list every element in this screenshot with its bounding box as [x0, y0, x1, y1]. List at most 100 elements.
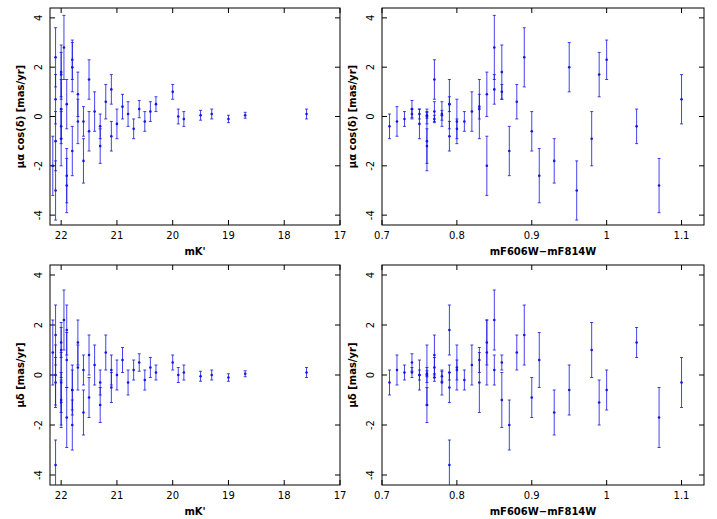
error-bar	[132, 119, 135, 139]
error-bar-cap	[553, 435, 556, 436]
y-tick	[50, 67, 55, 68]
error-bar	[508, 400, 511, 450]
error-bar-cap	[598, 380, 601, 381]
error-bar-cap	[60, 44, 63, 45]
error-bar	[62, 290, 65, 350]
error-bar-cap	[305, 109, 308, 110]
point	[530, 396, 533, 399]
error-bar-cap	[71, 370, 74, 371]
point	[478, 381, 481, 384]
x-tick-label: 22	[55, 230, 68, 241]
y-axis-label: μδ [mas/yr]	[15, 342, 26, 407]
x-tick	[228, 480, 229, 485]
error-bar	[575, 161, 578, 220]
error-bar-line	[100, 370, 101, 395]
x-tick-label: 0.7	[374, 490, 390, 501]
y-tick	[335, 275, 340, 276]
error-bar-line	[211, 370, 212, 380]
y-axis-label: μα cos(δ) [mas/yr]	[15, 65, 26, 168]
error-bar	[60, 45, 63, 99]
error-bar-cap	[88, 375, 91, 376]
error-bar-cap	[388, 395, 391, 396]
error-bar	[305, 368, 308, 378]
point	[426, 374, 429, 377]
y-tick	[382, 425, 387, 426]
x-tick	[284, 480, 285, 485]
error-bar-cap	[104, 370, 107, 371]
error-bar-line	[128, 102, 129, 127]
error-bar-cap	[65, 128, 68, 129]
error-bar-cap	[635, 109, 638, 110]
error-bar-cap	[470, 131, 473, 132]
error-bar-line	[599, 380, 600, 425]
y-tick-label: 2	[365, 64, 376, 70]
point	[77, 120, 80, 123]
error-bar-line	[486, 136, 487, 195]
error-bar-line	[61, 109, 62, 144]
error-bar-cap	[485, 385, 488, 386]
point	[486, 93, 489, 96]
point	[99, 404, 102, 407]
error-bar-cap	[523, 27, 526, 28]
error-bar-cap	[395, 106, 398, 107]
error-bar-cap	[104, 335, 107, 336]
y-tick	[50, 165, 55, 166]
error-bar-cap	[88, 99, 91, 100]
y-tick	[699, 17, 704, 18]
error-bar-line	[200, 371, 201, 381]
error-bar-cap	[508, 400, 511, 401]
point	[116, 123, 119, 126]
error-bar-cap	[553, 390, 556, 391]
error-bar-line	[83, 390, 84, 435]
error-bar-cap	[177, 109, 180, 110]
error-bar	[433, 102, 436, 122]
error-bar-cap	[598, 425, 601, 426]
error-bar-cap	[485, 195, 488, 196]
point	[227, 118, 230, 121]
error-bar-cap	[493, 350, 496, 351]
error-bar-line	[150, 358, 151, 378]
point	[501, 399, 504, 402]
error-bar-line	[83, 139, 84, 183]
error-bar-line	[404, 365, 405, 380]
error-bar	[54, 75, 57, 124]
panel: 222120191817-4-2024mK'μδ [mas/yr]	[15, 265, 346, 517]
error-bar-cap	[538, 148, 541, 149]
error-bar-cap	[605, 370, 608, 371]
error-bar-line	[464, 112, 465, 132]
point	[54, 381, 57, 384]
point	[54, 464, 57, 467]
error-bar-line	[61, 45, 62, 99]
error-bar-cap	[425, 111, 428, 112]
error-bar-line	[471, 92, 472, 131]
point	[501, 71, 504, 74]
error-bar-cap	[60, 322, 63, 323]
point	[71, 58, 74, 61]
error-bar-line	[61, 373, 62, 428]
error-bar	[680, 75, 683, 124]
error-bar-cap	[305, 377, 308, 378]
error-bar-cap	[575, 160, 578, 161]
error-bar	[440, 370, 443, 395]
y-tick-label: -4	[365, 210, 376, 220]
error-bar	[60, 373, 63, 428]
error-bar-cap	[680, 407, 683, 408]
x-tick	[172, 8, 173, 13]
error-bar-line	[539, 149, 540, 203]
error-bar	[425, 345, 428, 405]
point	[210, 374, 213, 377]
error-bar	[485, 72, 488, 116]
x-tick	[172, 480, 173, 485]
x-tick	[172, 220, 173, 225]
error-bar	[115, 360, 118, 390]
y-tick	[699, 425, 704, 426]
point	[396, 369, 399, 372]
error-bar-cap	[127, 126, 130, 127]
error-bar-cap	[440, 101, 443, 102]
error-bar-cap	[493, 355, 496, 356]
point	[658, 416, 661, 419]
error-bar-cap	[433, 99, 436, 100]
point	[171, 361, 174, 364]
error-bar-cap	[500, 372, 503, 373]
error-bar	[76, 345, 79, 390]
